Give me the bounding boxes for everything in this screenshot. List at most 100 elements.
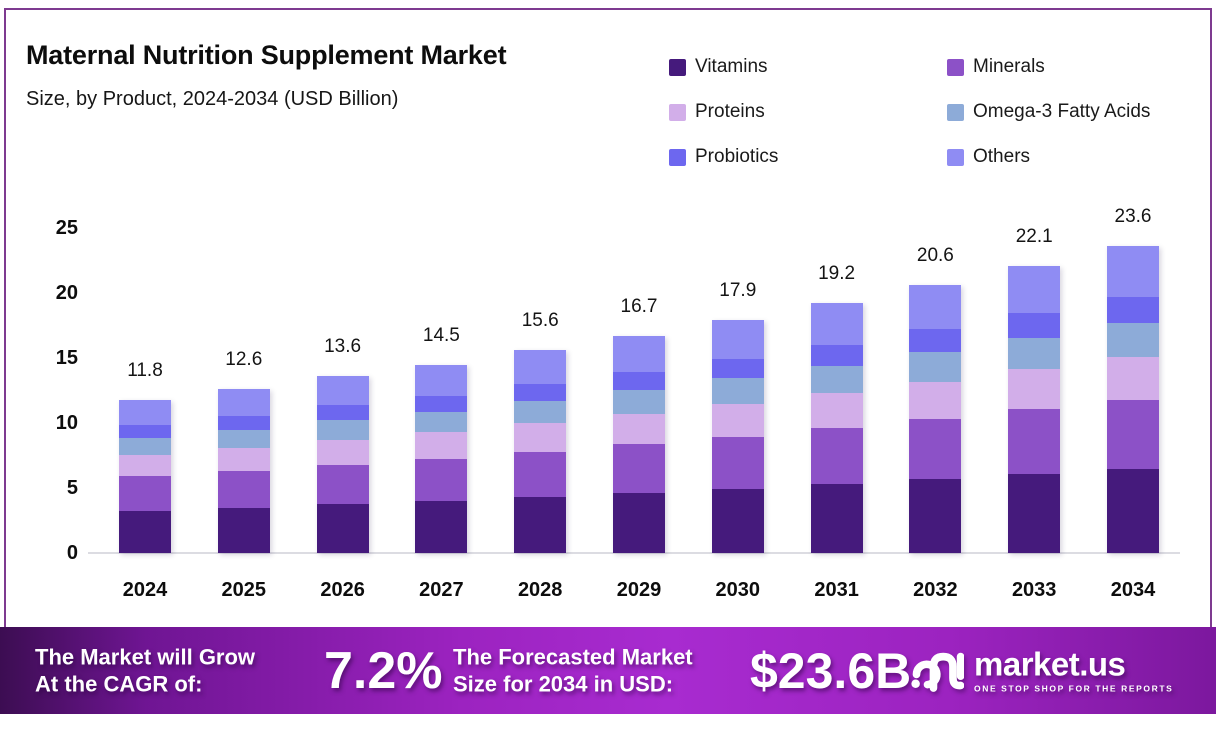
x-tick-label-2030: 2030 — [715, 579, 761, 601]
segment-proteins-2029 — [613, 414, 665, 445]
segment-omega-3-fatty-acids-2031 — [810, 365, 863, 394]
segment-proteins-2034 — [1107, 356, 1159, 400]
segment-others-2029 — [613, 335, 665, 372]
segment-omega-3-fatty-acids-2027 — [415, 411, 468, 433]
x-tick-label-2024: 2024 — [122, 579, 168, 601]
segment-minerals-2030 — [711, 436, 764, 490]
bar-value-label-2024: 11.8 — [127, 359, 163, 381]
legend-swatch-omega-3-fatty-acids — [947, 103, 964, 121]
legend-swatch-others — [947, 148, 964, 166]
segment-others-2027 — [415, 364, 468, 396]
y-tick-label: 0 — [66, 542, 78, 564]
segment-others-2031 — [810, 303, 863, 345]
legend-item-minerals: Minerals — [947, 54, 1150, 80]
bar-value-label-2031: 19.2 — [818, 263, 856, 285]
forecast-label-line2: Size for 2034 in USD: — [453, 671, 674, 697]
segment-others-2026 — [316, 376, 369, 406]
brand-tagline: ONE STOP SHOP FOR THE REPORTS — [974, 683, 1174, 694]
y-tick-label: 15 — [55, 347, 78, 369]
x-tick-label-2028: 2028 — [517, 579, 563, 601]
segment-minerals-2033 — [1008, 409, 1061, 474]
segment-probiotics-2029 — [613, 371, 665, 391]
segment-minerals-2026 — [316, 464, 369, 505]
segment-probiotics-2025 — [217, 416, 270, 431]
bar-value-label-2034: 23.6 — [1114, 206, 1152, 228]
bar-value-label-2028: 15.6 — [521, 310, 559, 332]
segment-omega-3-fatty-acids-2032 — [909, 352, 962, 382]
legend-label: Vitamins — [695, 56, 768, 77]
brand-name: market.us — [974, 645, 1126, 683]
segment-proteins-2028 — [514, 423, 567, 452]
marketus-logo-icon — [908, 643, 965, 698]
segment-others-2030 — [711, 320, 764, 359]
legend-item-others: Others — [947, 144, 1150, 170]
segment-probiotics-2027 — [415, 395, 468, 412]
legend-swatch-minerals — [947, 58, 964, 76]
segment-probiotics-2026 — [316, 405, 369, 421]
y-tick-label: 10 — [55, 412, 78, 434]
bar-2026 — [316, 376, 369, 553]
segment-proteins-2033 — [1008, 369, 1061, 410]
forecast-label-line1: The Forecasted Market — [453, 644, 693, 669]
legend-label: Probiotics — [695, 146, 779, 167]
segment-others-2024 — [119, 399, 171, 425]
legend-swatch-proteins — [669, 103, 686, 121]
segment-others-2034 — [1107, 246, 1159, 297]
segment-proteins-2030 — [711, 404, 764, 437]
segment-proteins-2024 — [119, 454, 171, 477]
legend-label: Others — [973, 146, 1031, 167]
segment-omega-3-fatty-acids-2028 — [514, 400, 567, 424]
segment-vitamins-2034 — [1107, 468, 1159, 553]
segment-vitamins-2028 — [514, 497, 567, 553]
segment-others-2025 — [217, 389, 270, 417]
bar-2027 — [415, 364, 468, 553]
x-tick-label-2031: 2031 — [814, 579, 859, 601]
segment-omega-3-fatty-acids-2030 — [711, 378, 764, 405]
bar-2033 — [1008, 265, 1061, 553]
bar-value-label-2029: 16.7 — [620, 295, 658, 317]
legend-label: Proteins — [695, 101, 765, 122]
segment-vitamins-2025 — [217, 507, 270, 553]
segment-probiotics-2032 — [909, 329, 962, 353]
legend-label: Minerals — [973, 56, 1045, 77]
forecast-label: The Forecasted Market Size for 2034 in U… — [453, 643, 693, 698]
segment-minerals-2032 — [909, 419, 962, 480]
bar-value-label-2033: 22.1 — [1015, 225, 1053, 247]
bar-2028 — [514, 350, 567, 553]
segment-omega-3-fatty-acids-2026 — [316, 420, 369, 440]
page-title: Maternal Nutrition Supplement Market — [26, 40, 507, 70]
bar-2025 — [217, 389, 270, 553]
brand-text-block: market.us ONE STOP SHOP FOR THE REPORTS — [974, 648, 1173, 694]
segment-minerals-2027 — [415, 458, 468, 502]
segment-proteins-2025 — [217, 448, 270, 472]
legend-swatch-vitamins — [669, 58, 686, 76]
segment-minerals-2031 — [810, 428, 863, 485]
bar-2032 — [909, 285, 962, 553]
legend-item-proteins: Proteins — [669, 99, 947, 125]
x-tick-label-2026: 2026 — [320, 579, 365, 601]
segment-vitamins-2029 — [613, 493, 665, 553]
bar-value-label-2032: 20.6 — [916, 245, 954, 267]
segment-minerals-2029 — [613, 444, 665, 494]
segment-omega-3-fatty-acids-2025 — [217, 430, 270, 449]
segment-vitamins-2032 — [909, 479, 962, 553]
segment-vitamins-2026 — [316, 504, 369, 553]
x-tick-label-2027: 2027 — [419, 579, 464, 601]
segment-minerals-2024 — [119, 476, 171, 511]
segment-proteins-2031 — [810, 393, 863, 429]
cagr-value: 7.2% — [324, 641, 443, 700]
x-axis-baseline — [88, 552, 1180, 554]
cagr-label: The Market will Grow At the CAGR of: — [35, 643, 255, 698]
bar-value-label-2027: 14.5 — [422, 324, 460, 346]
segment-omega-3-fatty-acids-2033 — [1008, 337, 1061, 370]
segment-others-2033 — [1008, 265, 1061, 314]
bar-2024 — [119, 399, 171, 553]
segment-proteins-2026 — [316, 439, 369, 465]
segment-vitamins-2033 — [1008, 473, 1061, 553]
x-tick-label-2025: 2025 — [221, 579, 267, 601]
legend: Vitamins Minerals Proteins Omega-3 Fatty Ac… — [669, 54, 1150, 170]
page-subtitle: Size, by Product, 2024-2034 (USD Billion… — [26, 88, 399, 110]
segment-omega-3-fatty-acids-2034 — [1107, 322, 1159, 357]
segment-minerals-2034 — [1107, 399, 1159, 469]
bar-2034 — [1107, 246, 1159, 553]
